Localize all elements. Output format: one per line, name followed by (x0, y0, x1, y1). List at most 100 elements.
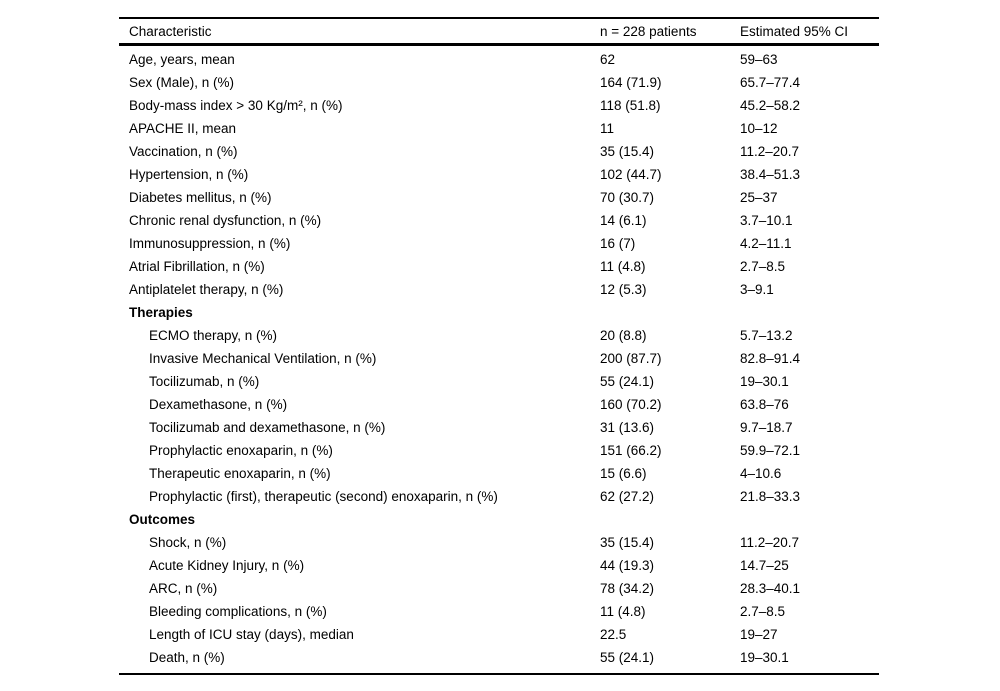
characteristic-cell: Invasive Mechanical Ventilation, n (%) (149, 351, 377, 366)
value-cell: 35 (15.4) (600, 144, 655, 159)
ci-cell: 4–10.6 (740, 466, 782, 481)
column-header-estimated-ci: Estimated 95% CI (740, 23, 849, 39)
ci-cell: 59–63 (740, 52, 778, 67)
characteristic-cell: ECMO therapy, n (%) (149, 328, 278, 343)
table-row: APACHE II, mean 11 10–12 (119, 117, 879, 140)
characteristic-cell: Prophylactic (first), therapeutic (secon… (149, 489, 498, 504)
value-cell: 200 (87.7) (600, 351, 662, 366)
section-header-row: Therapies (119, 301, 879, 324)
ci-cell: 25–37 (740, 190, 778, 205)
ci-cell: 59.9–72.1 (740, 443, 801, 458)
value-cell (600, 508, 740, 531)
characteristic-cell: Length of ICU stay (days), median (149, 627, 354, 642)
value-cell: 22.5 (600, 627, 627, 642)
patient-characteristics-table: Characteristic n = 228 patients Estimate… (119, 17, 879, 675)
characteristic-cell: ARC, n (%) (149, 581, 218, 596)
value-cell: 35 (15.4) (600, 535, 655, 550)
column-header-n-patients: n = 228 patients (600, 23, 697, 39)
value-cell: 118 (51.8) (600, 98, 661, 113)
ci-cell: 11.2–20.7 (740, 144, 800, 159)
table-row: Dexamethasone, n (%) 160 (70.2) 63.8–76 (119, 393, 879, 416)
value-cell: 11 (600, 121, 615, 136)
ci-cell: 9.7–18.7 (740, 420, 793, 435)
characteristic-cell: Death, n (%) (149, 650, 225, 665)
table-row: Acute Kidney Injury, n (%) 44 (19.3) 14.7–… (119, 554, 879, 577)
section-header-row: Outcomes (119, 508, 879, 531)
value-cell: 160 (70.2) (600, 397, 662, 412)
ci-cell: 45.2–58.2 (740, 98, 801, 113)
ci-cell: 82.8–91.4 (740, 351, 801, 366)
table-row: Hypertension, n (%) 102 (44.7) 38.4–51.3 (119, 163, 879, 186)
table-row: Prophylactic enoxaparin, n (%) 151 (66.2)… (119, 439, 879, 462)
table-row: Atrial Fibrillation, n (%) 11 (4.8) 2.7–8.… (119, 255, 879, 278)
table-row: Bleeding complications, n (%) 11 (4.8) 2.7… (119, 600, 879, 623)
table-row: Therapeutic enoxaparin, n (%) 15 (6.6) 4–1… (119, 462, 879, 485)
characteristic-cell: Shock, n (%) (149, 535, 227, 550)
value-cell: 164 (71.9) (600, 75, 662, 90)
value-cell: 151 (66.2) (600, 443, 662, 458)
ci-cell: 3–9.1 (740, 282, 774, 297)
value-cell: 55 (24.1) (600, 374, 655, 389)
characteristic-cell: Immunosuppression, n (%) (129, 236, 291, 251)
value-cell: 12 (5.3) (600, 282, 647, 297)
value-cell: 31 (13.6) (600, 420, 655, 435)
value-cell: 78 (34.2) (600, 581, 655, 596)
table-row: ECMO therapy, n (%) 20 (8.8) 5.7–13.2 (119, 324, 879, 347)
characteristic-cell: Chronic renal dysfunction, n (%) (129, 213, 322, 228)
value-cell: 16 (7) (600, 236, 636, 251)
value-cell: 62 (600, 52, 616, 67)
value-cell: 14 (6.1) (600, 213, 647, 228)
ci-cell: 14.7–25 (740, 558, 789, 573)
ci-cell: 63.8–76 (740, 397, 789, 412)
value-cell: 20 (8.8) (600, 328, 647, 343)
ci-cell (740, 301, 879, 324)
characteristic-cell: Prophylactic enoxaparin, n (%) (149, 443, 333, 458)
table-row: Death, n (%) 55 (24.1) 19–30.1 (119, 646, 879, 669)
table-body: Age, years, mean 62 59–63 Sex (Male), n (%)… (119, 46, 879, 673)
ci-cell: 19–30.1 (740, 650, 789, 665)
value-cell: 15 (6.6) (600, 466, 647, 481)
ci-cell: 4.2–11.1 (740, 236, 792, 251)
characteristic-cell: Hypertension, n (%) (129, 167, 249, 182)
ci-cell: 19–27 (740, 627, 778, 642)
ci-cell: 11.2–20.7 (740, 535, 800, 550)
ci-cell: 65.7–77.4 (740, 75, 801, 90)
table-row: Shock, n (%) 35 (15.4) 11.2–20.7 (119, 531, 879, 554)
characteristic-cell: Outcomes (129, 512, 196, 527)
table-row: Chronic renal dysfunction, n (%) 14 (6.1)… (119, 209, 879, 232)
value-cell: 70 (30.7) (600, 190, 655, 205)
table-row: Age, years, mean 62 59–63 (119, 48, 879, 71)
ci-cell: 28.3–40.1 (740, 581, 801, 596)
characteristic-cell: Antiplatelet therapy, n (%) (129, 282, 284, 297)
ci-cell: 10–12 (740, 121, 778, 136)
table-row: Vaccination, n (%) 35 (15.4) 11.2–20.7 (119, 140, 879, 163)
characteristic-cell: Tocilizumab, n (%) (149, 374, 260, 389)
characteristic-cell: Dexamethasone, n (%) (149, 397, 288, 412)
characteristic-cell: Tocilizumab and dexamethasone, n (%) (149, 420, 386, 435)
characteristic-cell: APACHE II, mean (129, 121, 237, 136)
characteristic-cell: Therapies (129, 305, 193, 320)
characteristic-cell: Sex (Male), n (%) (129, 75, 235, 90)
value-cell: 44 (19.3) (600, 558, 655, 573)
ci-cell: 5.7–13.2 (740, 328, 793, 343)
characteristic-cell: Bleeding complications, n (%) (149, 604, 327, 619)
characteristic-cell: Age, years, mean (129, 52, 235, 67)
ci-cell: 19–30.1 (740, 374, 789, 389)
value-cell: 11 (4.8) (600, 259, 646, 274)
characteristic-cell: Vaccination, n (%) (129, 144, 238, 159)
column-header-characteristic: Characteristic (129, 23, 212, 39)
ci-cell (740, 508, 879, 531)
value-cell: 55 (24.1) (600, 650, 655, 665)
table-row: Prophylactic (first), therapeutic (secon… (119, 485, 879, 508)
table-row: Invasive Mechanical Ventilation, n (%) 20… (119, 347, 879, 370)
ci-cell: 21.8–33.3 (740, 489, 801, 504)
ci-cell: 2.7–8.5 (740, 259, 786, 274)
value-cell: 62 (27.2) (600, 489, 655, 504)
characteristic-cell: Diabetes mellitus, n (%) (129, 190, 272, 205)
ci-cell: 2.7–8.5 (740, 604, 786, 619)
characteristic-cell: Atrial Fibrillation, n (%) (129, 259, 265, 274)
table-row: Antiplatelet therapy, n (%) 12 (5.3) 3–9.1 (119, 278, 879, 301)
characteristic-cell: Therapeutic enoxaparin, n (%) (149, 466, 331, 481)
characteristic-cell: Acute Kidney Injury, n (%) (149, 558, 305, 573)
